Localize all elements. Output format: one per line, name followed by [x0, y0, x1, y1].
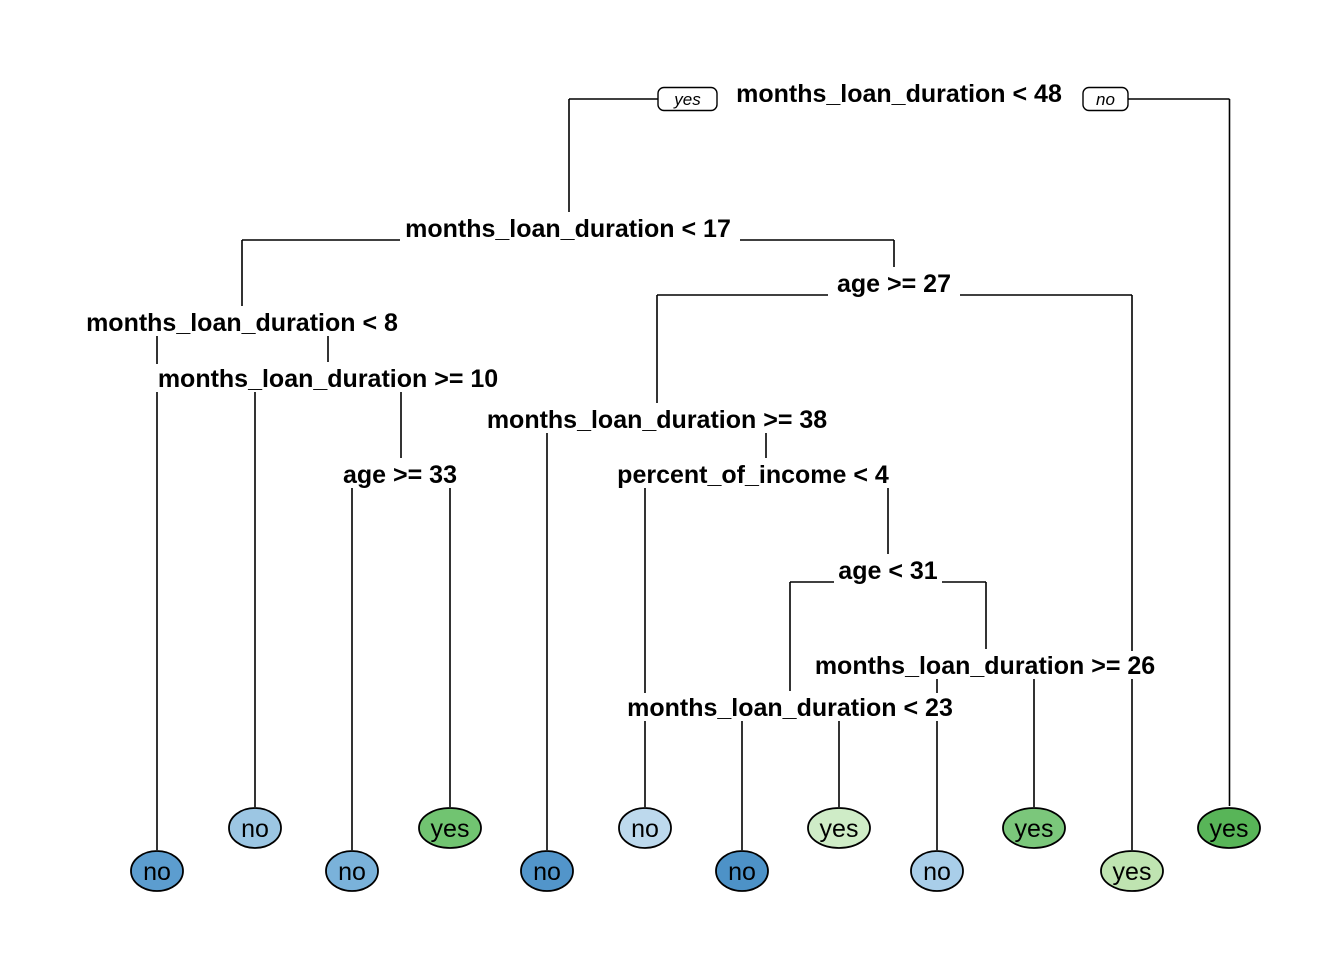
leaf-label: no: [143, 858, 171, 886]
split-label-n11: months_loan_duration < 23: [627, 694, 953, 722]
split-label-n1: months_loan_duration < 48: [736, 80, 1062, 108]
leaf-node-L3: no: [325, 850, 379, 892]
split-label-n8: percent_of_income < 4: [617, 461, 889, 489]
split-label-n3: months_loan_duration < 8: [86, 309, 398, 337]
split-label-n9: age < 31: [838, 557, 937, 585]
leaf-node-L11: yes: [1100, 850, 1164, 892]
leaf-ellipse-yes: [1100, 850, 1164, 892]
leaf-ellipse-no: [715, 850, 769, 892]
leaf-node-L6: no: [618, 807, 672, 849]
leaf-label: no: [241, 815, 269, 843]
branch-box-rect: [657, 86, 718, 112]
split-label-n2: months_loan_duration < 17: [405, 215, 731, 243]
leaf-ellipse-no: [910, 850, 964, 892]
leaf-ellipse-no: [520, 850, 574, 892]
leaf-ellipse-no: [325, 850, 379, 892]
leaf-ellipse-yes: [418, 807, 482, 849]
leaf-label: yes: [1015, 815, 1054, 843]
leaf-ellipse-no: [130, 850, 184, 892]
leaf-ellipse-yes: [1197, 807, 1261, 849]
leaf-node-L9: no: [910, 850, 964, 892]
leaf-label: no: [631, 815, 659, 843]
leaf-ellipse-no: [618, 807, 672, 849]
leaf-node-L2: no: [228, 807, 282, 849]
leaf-label: yes: [431, 815, 470, 843]
split-label-n10: months_loan_duration >= 26: [815, 652, 1155, 680]
split-label-n6: age >= 27: [837, 270, 951, 298]
leaf-label: no: [923, 858, 951, 886]
split-label-n7: months_loan_duration >= 38: [487, 406, 827, 434]
leaf-node-L12: yes: [1197, 807, 1261, 849]
branch-box-label: no: [1096, 90, 1115, 109]
leaf-node-L4: yes: [418, 807, 482, 849]
branch-box-yes: yes: [657, 86, 718, 112]
branch-box-rect: [1082, 86, 1129, 112]
leaf-node-L10: yes: [1002, 807, 1066, 849]
leaf-node-L8: yes: [807, 807, 871, 849]
branch-box-label: yes: [673, 90, 701, 109]
leaf-node-L7: no: [715, 850, 769, 892]
leaf-ellipse-no: [228, 807, 282, 849]
leaf-label: no: [728, 858, 756, 886]
leaf-label: yes: [1210, 815, 1249, 843]
leaf-label: yes: [820, 815, 859, 843]
leaf-label: yes: [1113, 858, 1152, 886]
leaf-node-L5: no: [520, 850, 574, 892]
leaf-label: no: [338, 858, 366, 886]
leaf-label: no: [533, 858, 561, 886]
leaf-ellipse-yes: [807, 807, 871, 849]
split-label-n5: age >= 33: [343, 461, 457, 489]
split-label-n4: months_loan_duration >= 10: [158, 365, 498, 393]
branch-box-no: no: [1082, 86, 1129, 112]
leaf-ellipse-yes: [1002, 807, 1066, 849]
leaf-node-L1: no: [130, 850, 184, 892]
